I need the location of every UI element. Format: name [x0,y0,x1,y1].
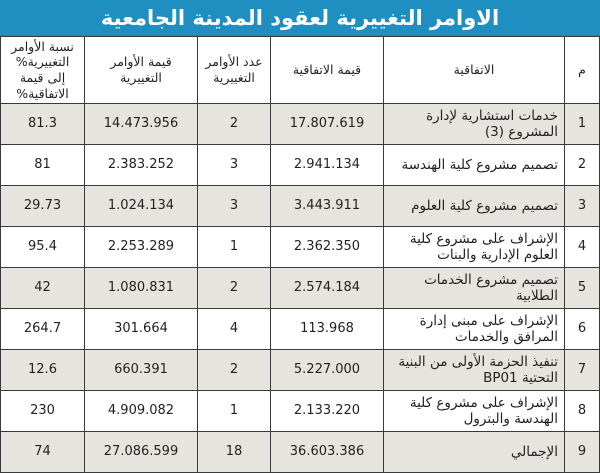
table-row: 4 الإشراف على مشروع كلية العلوم الإدارية … [0,226,600,268]
cell-agreement-value: 2.941.134 [270,144,384,186]
cell-change-value: 301.664 [84,308,198,350]
cell-agreement-value: 17.807.619 [270,103,384,145]
cell-agreement-value: 3.443.911 [270,185,384,227]
header-agreement-value: قيمة الاتفاقية [270,36,384,104]
cell-agreement-value: 5.227.000 [270,349,384,391]
cell-agreement: خدمات استشارية لإدارة المشروع (3) [383,103,565,145]
cell-ratio: 264.7 [0,308,85,350]
cell-agreement: الإشراف على مبنى إدارة المرافق والخدمات [383,308,565,350]
table-row: 2 تصميم مشروع كلية الهندسة 2.941.134 3 2.383… [0,144,600,186]
cell-ratio: 74 [0,431,85,473]
cell-change-value: 27.086.599 [84,431,198,473]
cell-change-count: 1 [197,390,271,432]
cell-index: 3 [564,185,600,227]
cell-ratio: 230 [0,390,85,432]
cell-ratio: 81 [0,144,85,186]
cell-ratio: 12.6 [0,349,85,391]
table-row: 8 الإشراف على مشروع كلية الهندسة والبترول… [0,390,600,432]
header-change-count: عدد الأوامر التغييرية [197,36,271,104]
cell-index: 7 [564,349,600,391]
cell-agreement: تنفيذ الحزمة الأولى من البنية التحتية BP… [383,349,565,391]
cell-index: 4 [564,226,600,268]
cell-agreement-value: 2.362.350 [270,226,384,268]
table-row: 9 الإجمالي 36.603.386 18 27.086.599 74 [0,431,600,473]
cell-change-count: 2 [197,267,271,309]
cell-index: 1 [564,103,600,145]
cell-ratio: 81.3 [0,103,85,145]
cell-change-value: 1.024.134 [84,185,198,227]
table-row: 3 تصميم مشروع كلية العلوم 3.443.911 3 1.024.… [0,185,600,227]
cell-change-count: 2 [197,349,271,391]
cell-index: 9 [564,431,600,473]
header-ratio: نسبة الأوامر التغييرية% إلى قيمة الاتفاق… [0,36,85,104]
cell-change-count: 2 [197,103,271,145]
header-agreement: الاتفاقية [383,36,565,104]
cell-agreement-value: 113.968 [270,308,384,350]
cell-index: 5 [564,267,600,309]
cell-change-count: 18 [197,431,271,473]
cell-agreement: الإشراف على مشروع كلية الهندسة والبترول [383,390,565,432]
cell-ratio: 42 [0,267,85,309]
cell-change-value: 2.253.289 [84,226,198,268]
cell-agreement-value: 36.603.386 [270,431,384,473]
cell-index: 2 [564,144,600,186]
cell-change-value: 4.909.082 [84,390,198,432]
cell-ratio: 29.73 [0,185,85,227]
cell-change-count: 4 [197,308,271,350]
cell-agreement: تصميم مشروع الخدمات الطلابية [383,267,565,309]
cell-agreement: الإجمالي [383,431,565,473]
table-row: 7 تنفيذ الحزمة الأولى من البنية التحتية B… [0,349,600,391]
cell-index: 8 [564,390,600,432]
cell-change-value: 14.473.956 [84,103,198,145]
cell-agreement-value: 2.574.184 [270,267,384,309]
table-row: 5 تصميم مشروع الخدمات الطلابية 2.574.184 2 1… [0,267,600,309]
cell-agreement-value: 2.133.220 [270,390,384,432]
cell-change-value: 1.080.831 [84,267,198,309]
cell-change-value: 660.391 [84,349,198,391]
table-header-row: م الاتفاقية قيمة الاتفاقية عدد الأوامر ا… [0,36,600,104]
cell-change-count: 3 [197,185,271,227]
table-title: الاوامر التغييرية لعقود المدينة الجامعية [0,0,600,36]
cell-change-count: 1 [197,226,271,268]
cell-agreement: الإشراف على مشروع كلية العلوم الإدارية و… [383,226,565,268]
cell-agreement: تصميم مشروع كلية العلوم [383,185,565,227]
cell-index: 6 [564,308,600,350]
cell-agreement: تصميم مشروع كلية الهندسة [383,144,565,186]
header-change-value: قيمة الأوامر التغييرية [84,36,198,104]
cell-change-value: 2.383.252 [84,144,198,186]
cell-ratio: 95.4 [0,226,85,268]
cell-change-count: 3 [197,144,271,186]
header-index: م [564,36,600,104]
table-row: 6 الإشراف على مبنى إدارة المرافق والخدمات… [0,308,600,350]
table-row: 1 خدمات استشارية لإدارة المشروع (3) 17.807… [0,103,600,145]
change-orders-table: م الاتفاقية قيمة الاتفاقية عدد الأوامر ا… [0,36,600,473]
